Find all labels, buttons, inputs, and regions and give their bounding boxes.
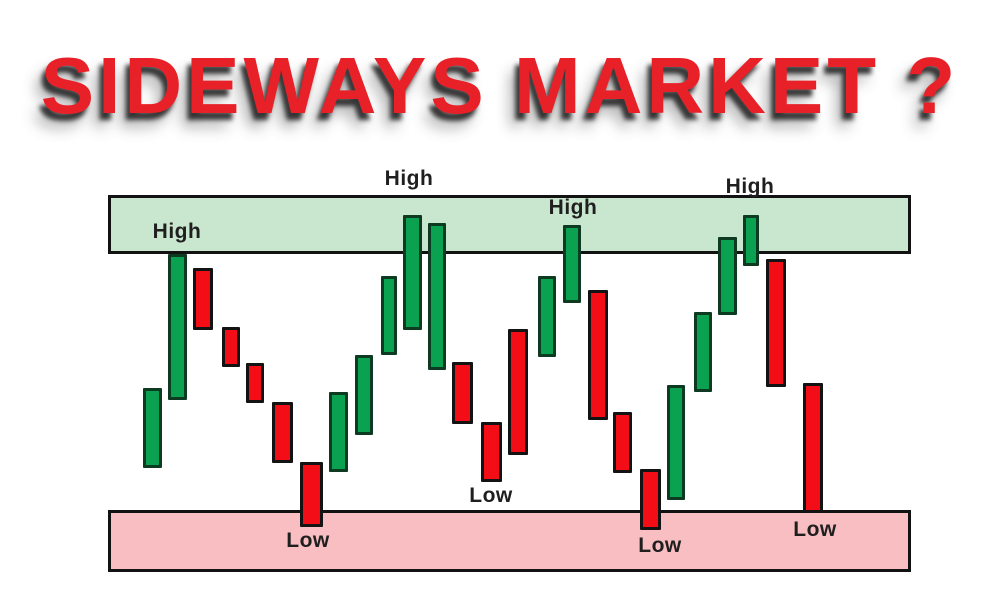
red-candle (508, 329, 528, 455)
red-candle (803, 383, 823, 513)
green-candle (143, 388, 162, 468)
green-candle (538, 276, 556, 357)
page-title: SIDEWAYS MARKET ? (40, 41, 960, 130)
red-candle (613, 412, 632, 473)
red-candle (246, 363, 264, 403)
resistance-zone (108, 195, 911, 254)
red-candle (300, 462, 323, 527)
low-label: Low (793, 518, 837, 541)
low-label: Low (286, 529, 330, 552)
high-label: High (152, 220, 202, 243)
green-candle (694, 312, 712, 392)
red-candle (452, 362, 473, 424)
red-candle (481, 422, 502, 482)
green-candle (168, 254, 187, 400)
red-candle (588, 290, 608, 420)
green-candle (743, 215, 759, 266)
low-label: Low (638, 534, 682, 557)
red-candle (766, 259, 786, 387)
high-label: High (725, 175, 775, 198)
red-candle (222, 327, 240, 367)
green-candle (428, 223, 446, 370)
green-candle (355, 355, 373, 435)
support-zone (108, 510, 911, 572)
green-candle (329, 392, 348, 472)
red-candle (272, 402, 293, 463)
green-candle (563, 225, 581, 303)
high-label: High (548, 196, 598, 219)
green-candle (381, 276, 397, 355)
red-candle (640, 469, 661, 530)
green-candle (718, 237, 737, 315)
red-candle (193, 268, 213, 330)
green-candle (403, 215, 422, 330)
green-candle (667, 385, 685, 500)
low-label: Low (469, 484, 513, 507)
high-label: High (384, 167, 434, 190)
